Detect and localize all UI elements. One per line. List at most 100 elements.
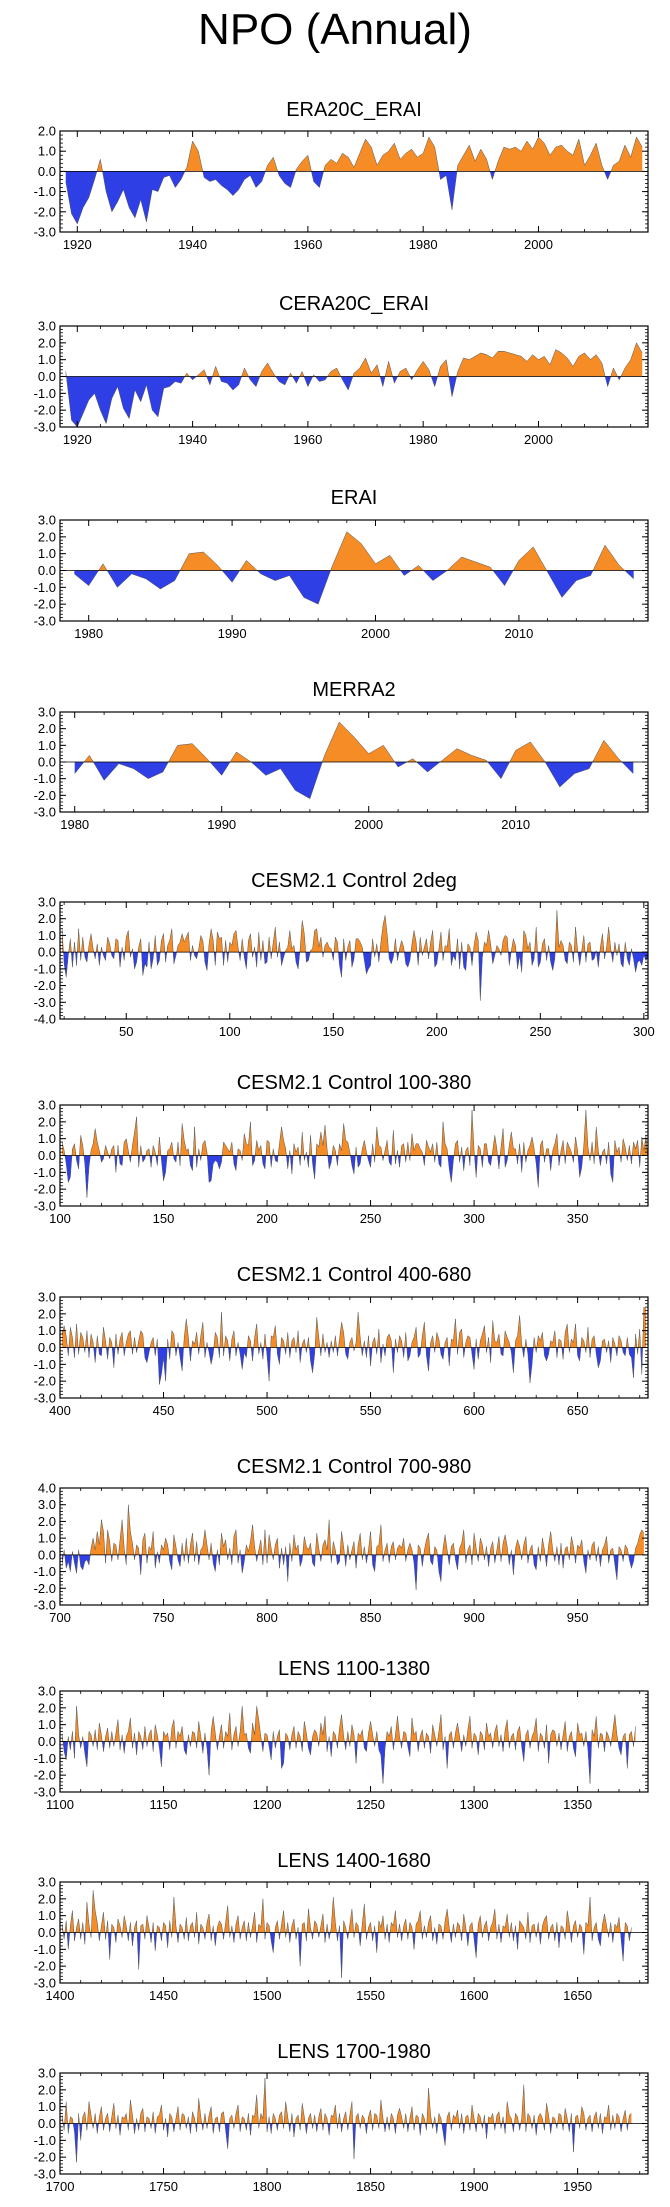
y-tick-label: -3.0 <box>34 420 56 435</box>
y-tick-label: -2.0 <box>34 1768 56 1783</box>
y-tick-label: 3.0 <box>38 1098 56 1113</box>
x-tick-label: 1960 <box>293 237 322 252</box>
panel-areas <box>74 531 634 605</box>
panel-title: LENS 1400-1680 <box>277 1850 430 1872</box>
positive-area <box>65 137 643 172</box>
series-line <box>65 342 643 427</box>
x-tick-label: 2000 <box>524 432 553 447</box>
plot-frame <box>59 1487 649 1606</box>
y-tick-label: 2.0 <box>38 1514 56 1529</box>
x-tick-label: 800 <box>256 1610 278 1625</box>
y-tick-label: -2.0 <box>34 788 56 803</box>
y-tick-label: -2.0 <box>34 1374 56 1389</box>
x-tick-label: 1950 <box>563 2179 592 2194</box>
positive-area <box>62 1504 644 1555</box>
series-line <box>61 910 648 1001</box>
y-tick-label: 3.0 <box>38 1290 56 1305</box>
x-tick-label: 2010 <box>501 817 530 832</box>
y-tick-label: 0.0 <box>38 164 56 179</box>
x-tick-label: 250 <box>529 1024 551 1039</box>
y-tick-label: -3.0 <box>34 2167 56 2182</box>
y-tick-label: 2.0 <box>38 1700 56 1715</box>
x-tick-label: 1650 <box>563 1988 592 2003</box>
y-tick-label: 0.0 <box>38 1734 56 1749</box>
panel-areas <box>74 721 634 800</box>
y-tick-label: 3.0 <box>38 705 56 720</box>
x-tick-label: 100 <box>219 1024 241 1039</box>
panel-4: MERRA2 -3.0 -2.0 -1.00.0 1.0 2.03.0 1980 1990 20… <box>34 679 649 832</box>
x-tick-label: 950 <box>567 1610 589 1625</box>
series-line <box>61 1504 645 1590</box>
x-tick-label: 250 <box>360 1211 382 1226</box>
x-tick-label: 400 <box>49 1403 71 1418</box>
y-tick-label: -1.0 <box>34 1942 56 1957</box>
y-tick-label: 0.0 <box>38 1925 56 1940</box>
y-tick-label: 3.0 <box>38 1497 56 1512</box>
positive-area <box>62 910 648 953</box>
x-tick-label: 1850 <box>356 2179 385 2194</box>
series-line <box>61 1306 647 1385</box>
y-tick-label: -3.0 <box>34 614 56 629</box>
y-tick-label: 2.0 <box>38 2082 56 2097</box>
y-tick-label: -3.0 <box>34 1391 56 1406</box>
y-tick-label: -2.0 <box>34 1182 56 1197</box>
x-tick-label: 200 <box>426 1024 448 1039</box>
panel-areas <box>65 136 643 225</box>
y-tick-label: -2.0 <box>34 403 56 418</box>
x-tick-label: 200 <box>256 1211 278 1226</box>
y-tick-label: 3.0 <box>38 513 56 528</box>
y-tick-label: 1.0 <box>38 1131 56 1146</box>
panel-title: CERA20C_ERAI <box>279 293 429 315</box>
x-tick-label: 600 <box>463 1403 485 1418</box>
y-tick-label: 0.0 <box>38 1148 56 1163</box>
panel-title: MERRA2 <box>312 679 395 701</box>
y-tick-label: -4.0 <box>34 1012 56 1027</box>
y-tick-label: 3.0 <box>38 895 56 910</box>
y-tick-label: -3.0 <box>34 1976 56 1991</box>
x-tick-label: 1990 <box>218 626 247 641</box>
x-tick-label: 1550 <box>356 1988 385 2003</box>
panel-6: CESM2.1 Control 100-380 -3.0 -2.0 -1.0 0.0 1.… <box>34 1072 649 1226</box>
panel-areas <box>65 342 643 427</box>
y-tick-label: 2.0 <box>38 529 56 544</box>
y-tick-label: -1.0 <box>34 386 56 401</box>
x-tick-label: 300 <box>633 1024 655 1039</box>
y-tick-label: -1.0 <box>34 184 56 199</box>
y-tick-label: -3.0 <box>34 225 56 240</box>
panel-5: CESM2.1 Control 2deg -4.0 -3.0 -2.0 -1.00.0 1… <box>34 870 655 1039</box>
panel-areas <box>61 1110 648 1198</box>
y-tick-label: 0.0 <box>38 563 56 578</box>
y-tick-label: -2.0 <box>34 2150 56 2165</box>
series-line <box>74 721 634 800</box>
x-tick-label: 1500 <box>253 1988 282 2003</box>
x-tick-label: 1940 <box>178 237 207 252</box>
panel-areas <box>61 2078 632 2163</box>
y-tick-label: 1.0 <box>38 2099 56 2114</box>
y-tick-label: 0.0 <box>38 2116 56 2131</box>
x-tick-label: 1990 <box>207 817 236 832</box>
x-tick-label: 150 <box>322 1024 344 1039</box>
x-tick-label: 450 <box>153 1403 175 1418</box>
y-tick-label: 0.0 <box>38 945 56 960</box>
negative-area <box>62 1554 644 1590</box>
y-tick-label: -2.0 <box>34 978 56 993</box>
panel-title: CESM2.1 Control 2deg <box>251 870 457 892</box>
panel-areas <box>61 910 648 1001</box>
positive-area <box>62 2078 632 2124</box>
panel-areas <box>61 1306 647 1385</box>
negative-area <box>62 1347 646 1385</box>
figure-title: NPO (Annual) <box>198 5 472 54</box>
y-tick-label: 2.0 <box>38 1306 56 1321</box>
x-tick-label: 1980 <box>409 432 438 447</box>
panel-title: CESM2.1 Control 700-980 <box>237 1456 472 1478</box>
x-tick-label: 2000 <box>524 237 553 252</box>
y-tick-label: 2.0 <box>38 1114 56 1129</box>
x-tick-label: 1150 <box>150 1797 178 1812</box>
x-tick-label: 1750 <box>149 2179 178 2194</box>
y-tick-label: 1.0 <box>38 352 56 367</box>
negative-area <box>62 1932 632 1978</box>
panel-title: CESM2.1 Control 400-680 <box>237 1264 472 1286</box>
x-tick-label: 1980 <box>409 237 438 252</box>
panel-areas <box>61 1504 645 1590</box>
x-tick-label: 1700 <box>46 2179 75 2194</box>
